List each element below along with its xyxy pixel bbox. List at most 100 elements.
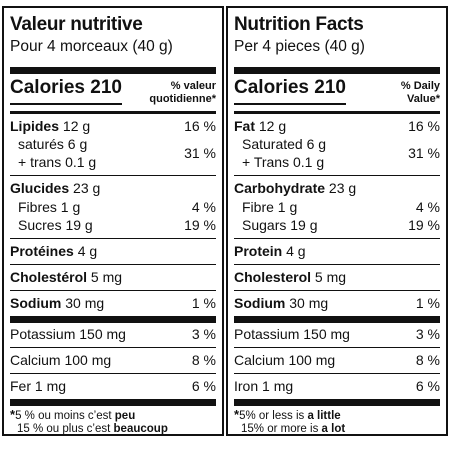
dv-header-line1: % valeur bbox=[170, 80, 216, 92]
potassium-row: Potassium 150 mg 3 % bbox=[10, 324, 216, 344]
row-divider bbox=[10, 175, 216, 176]
row-divider bbox=[234, 238, 440, 239]
calories-label: Calories bbox=[10, 77, 85, 98]
sodium-value: 30 mg bbox=[65, 295, 105, 311]
dv-header-line2: Value bbox=[406, 93, 436, 105]
calcium-label: Calcium 100 mg bbox=[234, 352, 336, 368]
calories-line: Calories 210 bbox=[10, 77, 122, 99]
row-divider bbox=[10, 290, 216, 291]
fat-percent: 16 % bbox=[408, 118, 440, 134]
saturated-label: Saturated 6 g bbox=[242, 136, 327, 152]
cholesterol-value: 5 mg bbox=[90, 269, 123, 285]
dv-header-line2: quotidienne bbox=[149, 93, 212, 105]
row-divider bbox=[234, 290, 440, 291]
saturated-trans-percent: 31 % bbox=[184, 145, 216, 161]
daily-value-header: % Daily Value* bbox=[401, 80, 440, 106]
cholesterol-value: 5 mg bbox=[314, 269, 347, 285]
fibre-row: Fibres 1 g 4 % bbox=[10, 197, 216, 217]
footnote-text: 5 % ou moins c’est bbox=[15, 410, 115, 422]
footnote-text: 15% or more is bbox=[241, 423, 322, 435]
sugars-percent: 19 % bbox=[184, 217, 216, 233]
carbohydrate-row: Carbohydrate 23 g bbox=[234, 178, 440, 198]
sodium-percent: 1 % bbox=[191, 295, 216, 311]
row-divider bbox=[234, 373, 440, 374]
dv-header-star: * bbox=[211, 93, 216, 105]
medium-divider bbox=[234, 111, 440, 114]
dv-header-line1: % Daily bbox=[400, 80, 440, 92]
thick-divider bbox=[234, 67, 440, 74]
protein-label: Protéines bbox=[10, 243, 74, 259]
footnote-emphasis: beaucoup bbox=[113, 423, 168, 435]
serving-size: Pour 4 morceaux (40 g) bbox=[10, 38, 173, 55]
saturated-row: saturés 6 g bbox=[10, 134, 216, 154]
protein-row: Protein 4 g bbox=[234, 241, 440, 261]
iron-percent: 6 % bbox=[415, 378, 440, 394]
thick-divider bbox=[10, 399, 216, 406]
saturated-row: Saturated 6 g bbox=[234, 134, 440, 154]
fibre-label: Fibre 1 g bbox=[242, 199, 298, 215]
sugars-row: Sucres 19 g 19 % bbox=[10, 215, 216, 235]
carbohydrate-label: Glucides bbox=[10, 180, 70, 196]
thick-divider bbox=[234, 316, 440, 323]
row-divider bbox=[234, 347, 440, 348]
fat-row: Fat 12 g 16 % bbox=[234, 116, 440, 136]
iron-row: Iron 1 mg 6 % bbox=[234, 376, 440, 396]
calories-line: Calories 210 bbox=[234, 77, 346, 99]
thick-divider bbox=[10, 316, 216, 323]
sodium-row: Sodium 30 mg 1 % bbox=[234, 293, 440, 313]
fat-label: Fat bbox=[234, 118, 255, 134]
cholesterol-row: Cholestérol 5 mg bbox=[10, 267, 216, 287]
footnote-star: * bbox=[10, 407, 16, 422]
calories-value: 210 bbox=[314, 77, 346, 98]
calories-value: 210 bbox=[90, 77, 122, 98]
footnote-line1: *5% or less is a little bbox=[234, 408, 442, 423]
row-divider bbox=[10, 264, 216, 265]
sodium-value: 30 mg bbox=[289, 295, 329, 311]
cholesterol-label: Cholesterol bbox=[234, 269, 312, 285]
serving-size: Per 4 pieces (40 g) bbox=[234, 38, 365, 55]
sugars-percent: 19 % bbox=[408, 217, 440, 233]
calcium-percent: 8 % bbox=[191, 352, 216, 368]
calcium-row: Calcium 100 mg 8 % bbox=[234, 350, 440, 370]
iron-percent: 6 % bbox=[191, 378, 216, 394]
iron-label: Fer 1 mg bbox=[10, 378, 67, 394]
sugars-label: Sugars 19 g bbox=[242, 217, 318, 233]
fat-value: 12 g bbox=[258, 118, 287, 134]
sodium-label: Sodium bbox=[10, 295, 62, 311]
iron-row: Fer 1 mg 6 % bbox=[10, 376, 216, 396]
calories-label: Calories bbox=[234, 77, 309, 98]
carbohydrate-label: Carbohydrate bbox=[234, 180, 326, 196]
trans-row: + trans 0.1 g bbox=[10, 152, 216, 172]
trans-row: + Trans 0.1 g bbox=[234, 152, 440, 172]
trans-label: + trans 0.1 g bbox=[18, 154, 97, 170]
fibre-label: Fibres 1 g bbox=[18, 199, 81, 215]
fibre-percent: 4 % bbox=[415, 199, 440, 215]
footnote-line1: *5 % ou moins c’est peu bbox=[10, 408, 218, 423]
potassium-row: Potassium 150 mg 3 % bbox=[234, 324, 440, 344]
trans-label: + Trans 0.1 g bbox=[242, 154, 325, 170]
sodium-label: Sodium bbox=[234, 295, 286, 311]
english-nutrition-panel: Nutrition Facts Per 4 pieces (40 g) Calo… bbox=[226, 6, 448, 436]
footnote-line2: 15 % ou plus c’est beaucoup bbox=[17, 422, 218, 436]
carbohydrate-value: 23 g bbox=[73, 180, 101, 196]
protein-row: Protéines 4 g bbox=[10, 241, 216, 261]
saturated-trans-percent: 31 % bbox=[408, 145, 440, 161]
footnote-emphasis: a lot bbox=[321, 423, 346, 435]
carbohydrate-row: Glucides 23 g bbox=[10, 178, 216, 198]
potassium-percent: 3 % bbox=[191, 326, 216, 342]
fat-row: Lipides 12 g 16 % bbox=[10, 116, 216, 136]
fat-label: Lipides bbox=[10, 118, 60, 134]
row-divider bbox=[234, 175, 440, 176]
calories-underline bbox=[234, 103, 346, 105]
footnote-text: 15 % ou plus c’est bbox=[17, 423, 114, 435]
calcium-percent: 8 % bbox=[415, 352, 440, 368]
row-divider bbox=[10, 373, 216, 374]
footnote-text: 5% or less is bbox=[239, 410, 308, 422]
dv-header-star: * bbox=[435, 93, 440, 105]
cholesterol-label: Cholestérol bbox=[10, 269, 88, 285]
fat-percent: 16 % bbox=[184, 118, 216, 134]
protein-value: 4 g bbox=[77, 243, 98, 259]
potassium-percent: 3 % bbox=[415, 326, 440, 342]
sugars-row: Sugars 19 g 19 % bbox=[234, 215, 440, 235]
potassium-label: Potassium 150 mg bbox=[234, 326, 350, 342]
